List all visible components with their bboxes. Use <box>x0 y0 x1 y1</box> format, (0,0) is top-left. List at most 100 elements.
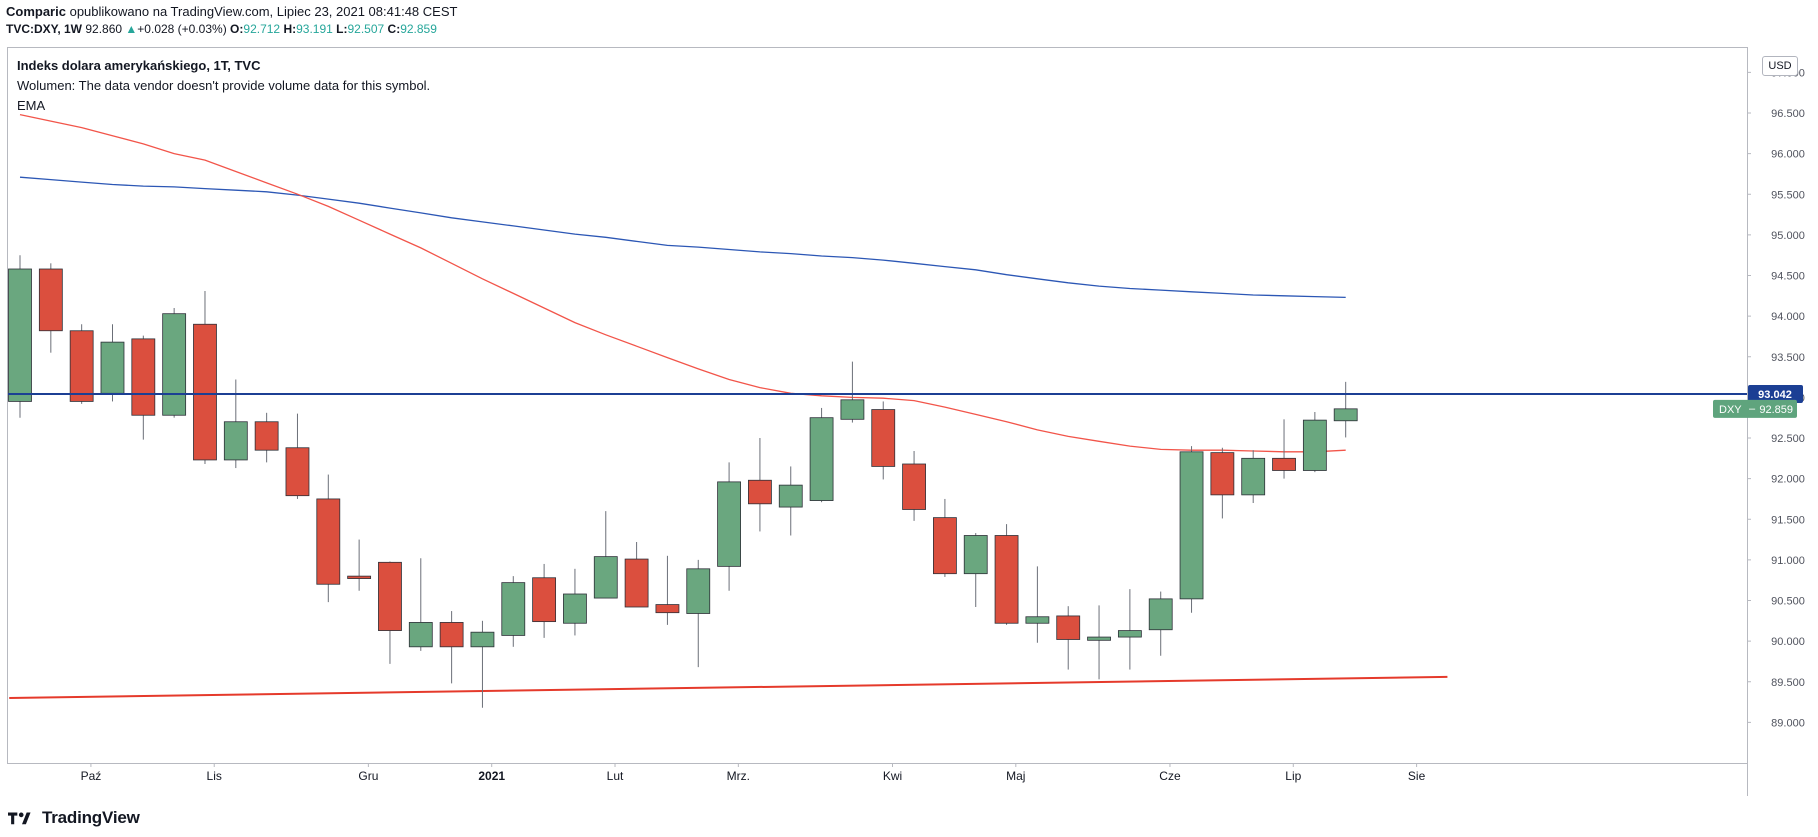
candle-body <box>809 417 834 501</box>
candle-body <box>223 421 248 461</box>
candle-body <box>69 330 94 402</box>
candle[interactable] <box>100 324 125 402</box>
candle-body <box>1087 636 1111 641</box>
candle-body <box>1272 457 1296 471</box>
y-tick-label: 96.000 <box>1771 149 1805 161</box>
x-tick-label: Maj <box>1006 769 1025 783</box>
ohlc-summary: TVC:DXY, 1W 92.860 ▲+0.028 (+0.03%) O:92… <box>6 22 437 36</box>
x-tick-label: 2021 <box>478 769 505 783</box>
candle[interactable] <box>532 563 557 638</box>
candle-body <box>162 313 187 416</box>
candle[interactable] <box>285 413 310 499</box>
close-value: 92.859 <box>400 22 437 36</box>
candle[interactable] <box>1241 450 1266 503</box>
x-tick-label: Gru <box>358 769 378 783</box>
candle[interactable] <box>8 255 32 418</box>
candle[interactable] <box>38 263 63 353</box>
candle[interactable] <box>439 611 464 684</box>
legend-ema[interactable]: EMA <box>17 98 46 113</box>
candle-body <box>1056 615 1081 640</box>
ema-fast-line[interactable] <box>19 113 1346 453</box>
candle[interactable] <box>748 438 772 532</box>
symbol-label: TVC:DXY, 1W <box>6 22 83 36</box>
tradingview-logo-icon <box>8 812 31 825</box>
candle[interactable] <box>778 466 803 536</box>
high-value: 93.191 <box>296 22 333 36</box>
high-label: H: <box>283 22 297 36</box>
candle[interactable] <box>378 561 402 664</box>
candle-body <box>316 498 341 585</box>
candle[interactable] <box>501 576 526 647</box>
tradingview-logo[interactable]: TradingView <box>8 807 140 829</box>
y-tick-label: 92.500 <box>1771 433 1805 445</box>
last-price-tag[interactable] <box>1713 399 1797 418</box>
candle[interactable] <box>408 558 433 651</box>
candle-body <box>501 582 526 636</box>
candle[interactable] <box>686 559 711 668</box>
candle[interactable] <box>1087 605 1111 680</box>
candle[interactable] <box>1333 381 1358 438</box>
currency-button[interactable]: USD <box>1762 56 1798 76</box>
legend-title[interactable]: Indeks dolara amerykańskiego, 1T, TVC <box>17 58 261 73</box>
candle[interactable] <box>1302 412 1327 473</box>
candle[interactable] <box>624 542 649 608</box>
candle[interactable] <box>1025 566 1050 643</box>
candle[interactable] <box>1056 606 1081 670</box>
y-tick-label: 91.000 <box>1771 555 1805 567</box>
candle[interactable] <box>933 498 957 577</box>
x-tick-label: Paź <box>81 769 102 783</box>
candle[interactable] <box>162 308 187 418</box>
candle[interactable] <box>69 324 94 404</box>
candle[interactable] <box>963 533 988 607</box>
candle[interactable] <box>593 511 618 599</box>
candle[interactable] <box>131 335 156 440</box>
x-tick-label: Sie <box>1408 769 1426 783</box>
brand-name: TradingView <box>42 808 140 827</box>
price-change: +0.028 (+0.03%) <box>137 22 227 36</box>
candle-body <box>994 535 1019 624</box>
candle[interactable] <box>193 290 217 464</box>
candle-body <box>624 558 649 608</box>
candle[interactable] <box>655 555 680 625</box>
candle[interactable] <box>809 407 834 503</box>
candle[interactable] <box>223 379 248 469</box>
author-name[interactable]: Comparic <box>6 4 66 19</box>
candle[interactable] <box>1148 591 1173 656</box>
legend-volume[interactable]: Wolumen: The data vendor doesn't provide… <box>17 78 431 93</box>
y-tick-label: 95.500 <box>1771 189 1805 201</box>
candle[interactable] <box>1117 589 1142 670</box>
candle-body <box>8 268 32 402</box>
candle-body <box>717 481 741 567</box>
y-tick-label: 94.000 <box>1771 311 1805 323</box>
ema-slow-line[interactable] <box>19 176 1346 299</box>
candle[interactable] <box>470 620 495 708</box>
candle[interactable] <box>994 524 1019 625</box>
resistance-price-label: 93.042 <box>1758 389 1792 401</box>
candle[interactable] <box>254 412 279 463</box>
support-trendline[interactable] <box>9 675 1448 699</box>
candle[interactable] <box>1179 446 1204 613</box>
candle[interactable] <box>840 361 865 423</box>
x-tick-label: Cze <box>1159 769 1181 783</box>
candle-body <box>378 561 402 631</box>
last-price-dash-icon: – <box>1749 403 1756 415</box>
x-tick-label: Mrz. <box>727 769 750 783</box>
candle[interactable] <box>717 462 741 591</box>
candle[interactable] <box>871 401 896 480</box>
candle-body <box>593 556 618 599</box>
candle[interactable] <box>316 474 341 603</box>
y-tick-label: 91.500 <box>1771 514 1805 526</box>
publication-info: Comparic opublikowano na TradingView.com… <box>6 4 457 19</box>
candle-body <box>1025 616 1050 624</box>
candle[interactable] <box>1272 419 1296 479</box>
chart-frame <box>7 47 1748 764</box>
candle[interactable] <box>563 568 587 636</box>
last-price-value: 92.859 <box>1759 404 1793 416</box>
resistance-price-tag[interactable] <box>1748 384 1803 403</box>
candle-body <box>1148 598 1173 631</box>
candle[interactable] <box>902 451 926 521</box>
candle[interactable] <box>347 539 372 591</box>
candle[interactable] <box>1210 447 1235 519</box>
y-tick-label: 96.500 <box>1771 108 1805 120</box>
